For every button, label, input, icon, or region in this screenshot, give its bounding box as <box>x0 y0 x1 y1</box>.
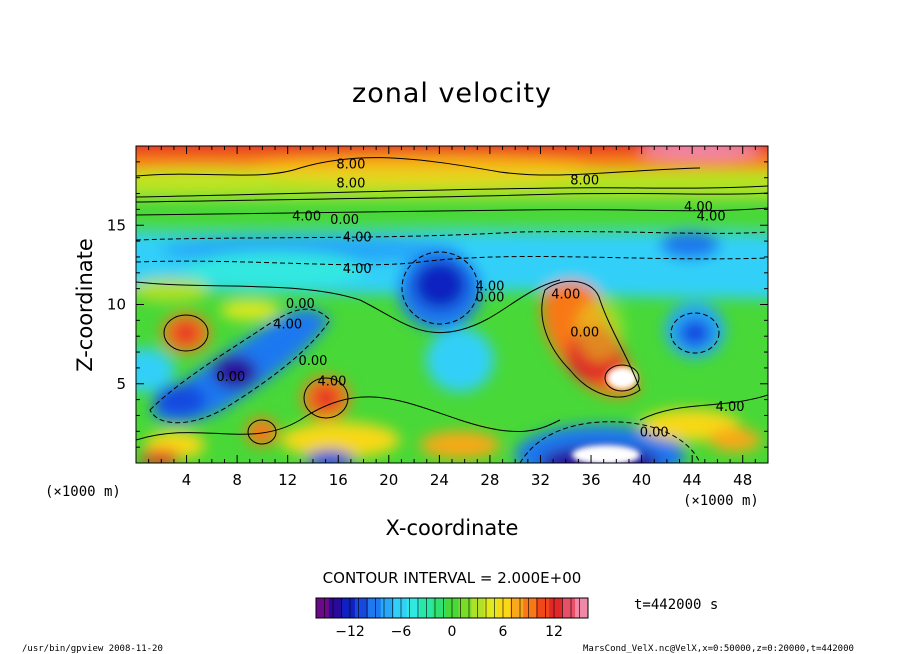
contour-lines <box>136 157 768 463</box>
contour-label: 4.00 <box>716 400 745 415</box>
colorbar-swatch <box>471 598 485 618</box>
colorbar-swatch <box>367 598 382 618</box>
x-tick-label: 28 <box>480 471 499 489</box>
x-axis-unit-left: (×1000 m) <box>45 484 121 500</box>
colorbar-swatch <box>393 598 408 618</box>
colorbar-swatch <box>316 598 330 618</box>
contour-label: 0.00 <box>286 297 315 312</box>
colorbar-swatch <box>432 598 447 618</box>
contour-label: 4.00 <box>343 230 372 245</box>
field-details <box>572 367 640 463</box>
contour-labels: 8.008.00 8.004.00 0.004.004.004.004.000.00… <box>216 157 744 440</box>
colorbar <box>316 598 589 618</box>
x-tick-label: 16 <box>329 471 348 489</box>
x-tick-label: 36 <box>581 471 600 489</box>
contour-label: 4.00 <box>317 375 346 390</box>
x-tick-label: 4 <box>182 471 192 489</box>
colorbar-tick-label: −6 <box>391 624 412 640</box>
dataset-footer: MarsCond_VelX.nc@VelX,x=0:50000,z=0:2000… <box>583 644 854 654</box>
contour-label: 4.00 <box>551 287 580 302</box>
x-axis-label: X-coordinate <box>386 516 519 540</box>
contour-label: 8.00 <box>570 173 599 188</box>
contour-label: 8.00 <box>336 176 365 191</box>
y-axis-ticks: 5 10 15 <box>107 161 768 448</box>
x-tick-label: 24 <box>430 471 449 489</box>
contour-label: 0.00 <box>298 354 327 369</box>
colorbar-swatch <box>380 598 395 618</box>
contour-label: 0.00 <box>570 325 599 340</box>
colorbar-swatch <box>354 598 369 618</box>
x-tick-label: 20 <box>379 471 398 489</box>
colorbar-swatch <box>562 598 576 618</box>
colorbar-swatch <box>328 598 343 618</box>
colorbar-swatch <box>549 598 563 618</box>
colorbar-swatch <box>523 598 537 618</box>
colorbar-swatch <box>510 598 524 618</box>
time-label: t=442000 s <box>634 597 718 613</box>
colorbar-swatch <box>575 598 589 618</box>
y-tick-label: 15 <box>107 216 126 234</box>
y-tick-label: 5 <box>116 375 126 393</box>
x-tick-label: 48 <box>733 471 752 489</box>
contour-label: 4.00 <box>475 279 504 294</box>
contour-label: 4.00 <box>697 210 726 225</box>
contour-label: 0.00 <box>475 291 504 306</box>
field-layers <box>136 146 768 463</box>
x-tick-label: 40 <box>632 471 651 489</box>
y-axis-label: Z-coordinate <box>73 238 97 372</box>
x-axis-ticks: 4 8 12 16 20 24 28 32 36 40 44 48 <box>148 146 756 489</box>
colorbar-ticks: −12 −6 0 6 12 <box>335 624 563 640</box>
contour-label: 4.00 <box>684 200 713 215</box>
colorbar-tick-label: −12 <box>335 624 365 640</box>
x-tick-label: 12 <box>278 471 297 489</box>
colorbar-swatch <box>406 598 421 618</box>
colorbar-swatch <box>458 598 472 618</box>
colorbar-swatch <box>484 598 498 618</box>
contour-label: 4.00 <box>292 210 321 225</box>
contour-label: 8.00 <box>336 157 365 172</box>
colorbar-swatch <box>341 598 356 618</box>
program-footer: /usr/bin/gpview 2008-11-20 <box>22 644 163 654</box>
contour-label: 4.00 <box>273 318 302 333</box>
colorbar-tick-label: 6 <box>499 624 508 640</box>
x-tick-label: 32 <box>531 471 550 489</box>
chart-title: zonal velocity <box>352 78 552 109</box>
contour-label: 0.00 <box>330 213 359 228</box>
colorbar-swatch <box>536 598 550 618</box>
contour-label: 0.00 <box>216 370 245 385</box>
colorbar-swatch <box>497 598 511 618</box>
x-axis-unit-right: (×1000 m) <box>683 493 759 509</box>
contour-label: 0.00 <box>640 425 669 440</box>
x-tick-label: 44 <box>683 471 702 489</box>
y-tick-label: 10 <box>107 296 126 314</box>
contour-label: 4.00 <box>343 262 372 277</box>
contour-interval-label: CONTOUR INTERVAL = 2.000E+00 <box>323 569 582 587</box>
x-tick-label: 8 <box>232 471 242 489</box>
colorbar-frame <box>315 597 589 619</box>
plot-area: 8.008.00 8.004.00 0.004.004.004.004.000.00… <box>136 146 768 463</box>
colorbar-tick-label: 12 <box>545 624 563 640</box>
colorbar-tick-label: 0 <box>448 624 457 640</box>
